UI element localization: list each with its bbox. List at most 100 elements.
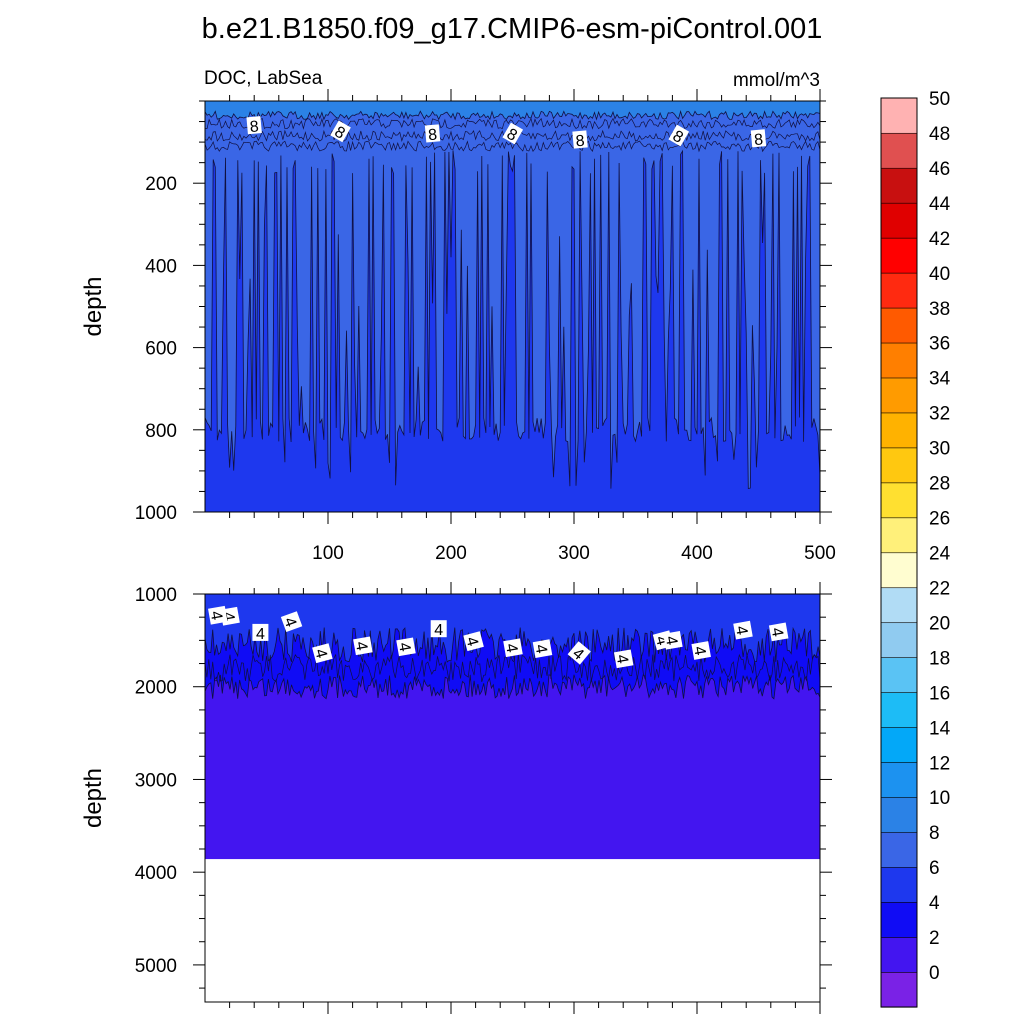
svg-text:4: 4	[502, 642, 520, 654]
colorbar-label: 0	[929, 963, 940, 984]
svg-text:4: 4	[531, 643, 549, 655]
svg-text:4: 4	[395, 641, 413, 653]
colorbar-swatch	[880, 936, 918, 973]
svg-text:4: 4	[662, 635, 680, 647]
colorbar-swatch	[880, 552, 918, 589]
colorbar-swatch	[880, 412, 918, 449]
colorbar-swatch	[880, 202, 918, 239]
svg-text:4: 4	[462, 635, 481, 648]
colorbar-label: 34	[929, 369, 951, 390]
colorbar-label: 30	[929, 439, 950, 460]
colorbar-label: 26	[929, 509, 950, 530]
colorbar-label: 22	[929, 579, 950, 600]
contour-label: 4	[502, 638, 523, 658]
band-10	[205, 101, 820, 121]
colorbar-label: 40	[929, 264, 950, 285]
x-tick-label: 300	[558, 543, 590, 564]
colorbar-swatch	[880, 727, 918, 763]
colorbar-label: 10	[929, 788, 950, 809]
svg-text:4: 4	[732, 625, 750, 637]
svg-text:8: 8	[575, 133, 585, 151]
contour-label: 4	[662, 630, 683, 650]
plot-frame	[204, 593, 821, 1003]
contour-label: 4	[613, 649, 634, 669]
x-tick-label: 400	[681, 543, 713, 564]
x-tick-label: 500	[804, 543, 836, 564]
colorbar-label: 2	[929, 928, 940, 949]
x-tick-label: 100	[312, 543, 344, 564]
colorbar-swatch	[880, 447, 918, 484]
colorbar-swatch	[880, 517, 918, 554]
colorbar: 0246810121416182022242628303234363840424…	[880, 89, 951, 1008]
y-tick-label: 200	[145, 174, 177, 195]
svg-text:4: 4	[434, 622, 443, 639]
colorbar-label: 42	[929, 229, 950, 250]
colorbar-label: 20	[929, 613, 950, 634]
colorbar-swatch	[880, 132, 918, 169]
svg-text:8: 8	[753, 131, 763, 149]
colorbar-swatch	[880, 971, 918, 1008]
colorbar-label: 44	[929, 194, 951, 215]
x-tick-label: 200	[435, 543, 467, 564]
contour-label: 4	[252, 623, 269, 643]
colorbar-label: 36	[929, 334, 950, 355]
contour-label: 8	[502, 122, 524, 145]
colorbar-label: 14	[929, 718, 951, 739]
y-tick-label: 800	[145, 421, 177, 442]
contour-label: 4	[280, 611, 303, 633]
colorbar-label: 46	[929, 159, 950, 180]
contour-label: 8	[572, 130, 588, 150]
contour-label: 4	[352, 636, 373, 656]
colorbar-swatch	[880, 796, 918, 833]
contour-label: 8	[424, 124, 441, 144]
contour-label: 4	[207, 605, 228, 625]
colorbar-swatch	[880, 866, 918, 903]
colorbar-swatch	[880, 692, 918, 728]
y-axis-label: depth	[80, 276, 107, 336]
y-tick-label: 1000	[135, 503, 177, 524]
y-tick-label: 3000	[135, 770, 177, 791]
y-tick-label: 4000	[135, 863, 177, 884]
colorbar-label: 50	[929, 89, 950, 110]
upper-panel: 8 8 8 8 8 8 8 100 200 300 400 500 200 400 600 800 1000 de…	[80, 89, 836, 564]
figure-title: b.e21.B1850.f09_g17.CMIP6-esm-piControl.…	[202, 13, 823, 45]
upper-fill	[205, 101, 820, 512]
colorbar-swatch	[880, 97, 918, 134]
units-label: mmol/m^3	[733, 70, 820, 91]
contour-line	[205, 117, 820, 130]
contour-label: 4	[430, 620, 447, 639]
y-tick-label: 400	[145, 256, 177, 277]
contour-line	[205, 140, 820, 153]
contour-label: 8	[668, 124, 690, 147]
colorbar-swatch	[880, 657, 918, 693]
contour-label: 4	[531, 639, 553, 658]
colorbar-swatch	[880, 622, 918, 658]
svg-text:4: 4	[207, 610, 225, 622]
colorbar-label: 12	[929, 753, 950, 774]
colorbar-label: 32	[929, 404, 950, 425]
contour-label: 8	[750, 129, 767, 149]
colorbar-label: 24	[929, 544, 951, 565]
colorbar-swatch	[880, 272, 918, 309]
colorbar-label: 16	[929, 683, 950, 704]
colorbar-swatch	[880, 342, 918, 379]
colorbar-frame	[880, 97, 918, 1008]
ocean-floor-mask	[205, 859, 820, 1002]
contour-label: 4	[462, 631, 484, 652]
colorbar-label: 4	[929, 893, 940, 914]
y-tick-label: 1000	[135, 585, 177, 606]
svg-text:4: 4	[256, 626, 265, 643]
svg-text:4: 4	[768, 626, 786, 638]
colorbar-label: 18	[929, 648, 950, 669]
svg-text:4: 4	[352, 640, 370, 652]
svg-text:4: 4	[219, 611, 237, 623]
contour-label: 8	[330, 120, 351, 143]
colorbar-swatch	[880, 901, 918, 938]
contour-label: 4	[690, 641, 711, 660]
contour-label: 8	[246, 116, 262, 136]
svg-text:4: 4	[613, 653, 631, 665]
y-tick-label: 600	[145, 339, 177, 360]
colorbar-label: 8	[929, 823, 940, 844]
